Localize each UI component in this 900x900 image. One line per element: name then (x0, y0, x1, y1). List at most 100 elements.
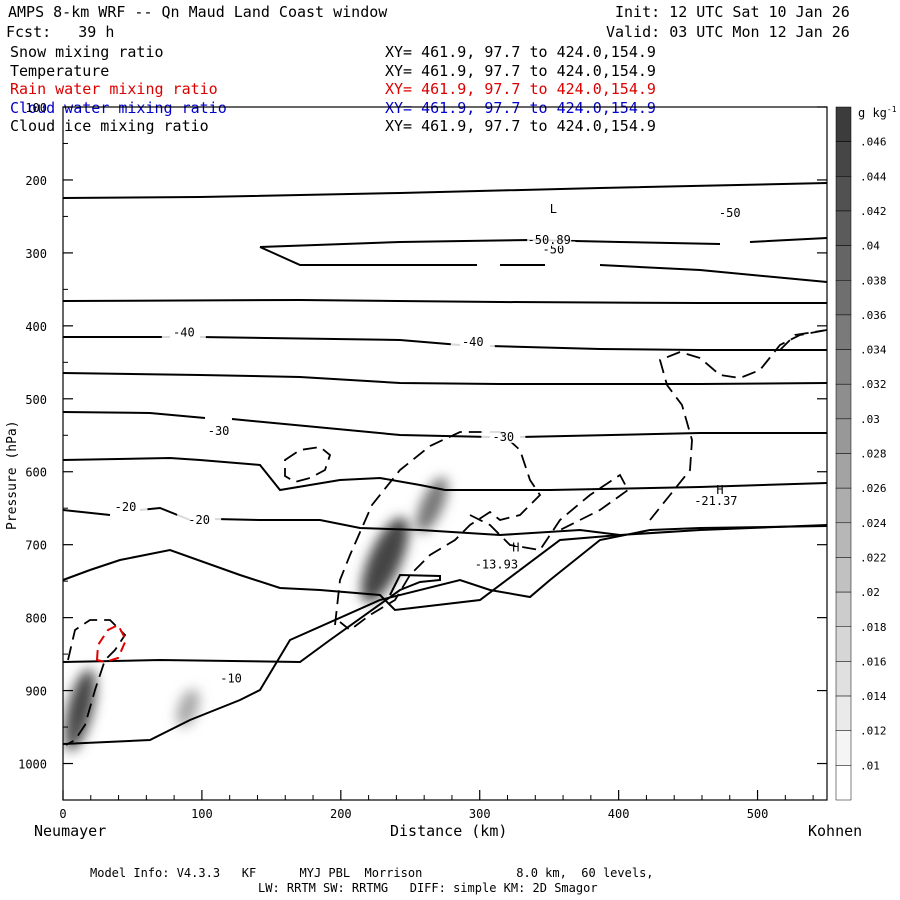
colorbar-level-label: .028 (860, 448, 887, 461)
isotherm-label: -40 (462, 335, 484, 349)
colorbar-swatch (835, 210, 852, 246)
colorbar-level-label: .01 (860, 759, 880, 772)
x-tick-label: 400 (608, 807, 630, 821)
extremum-label: H (716, 483, 723, 497)
isotherm-label: -50 (719, 206, 741, 220)
left-endpoint-label: Neumayer (34, 822, 107, 840)
field-xy-range: XY= 461.9, 97.7 to 424.0,154.9 (385, 43, 656, 61)
x-axis-label: Distance (km) (390, 822, 508, 840)
colorbar-swatch (835, 661, 852, 697)
colorbar-level-label: .022 (860, 551, 887, 564)
x-tick-label: 300 (469, 807, 491, 821)
isotherm-label: -30 (492, 430, 514, 444)
isotherm-f (63, 525, 827, 745)
extremum-label: L (550, 202, 557, 216)
x-tick-label: 0 (59, 807, 66, 821)
field-xy-range: XY= 461.9, 97.7 to 424.0,154.9 (385, 61, 656, 80)
snow-mixing-ratio-shading (63, 477, 448, 751)
colorbar-swatch (835, 349, 852, 385)
isotherm-label: -40 (173, 326, 195, 340)
x-tick-label: 500 (747, 807, 769, 821)
colorbar: .046 .044 .042 .04 .038 .036 .034 .032 .03 .028 .0… (835, 106, 887, 801)
extrema-labels: L H H (512, 202, 723, 554)
colorbar-level-label: .034 (860, 344, 887, 357)
init-time: Init: 12 UTC Sat 10 Jan 26 (615, 3, 850, 21)
y-tick-label: 500 (25, 393, 47, 407)
cloud-ice-wave (469, 473, 630, 551)
snow-blob-coast-core (70, 672, 90, 728)
temperature-isotherms (63, 182, 827, 745)
isotherm-label: -50.89 (528, 233, 571, 247)
colorbar-level-label: .018 (860, 621, 887, 634)
isotherm-label: -13.93 (475, 558, 518, 572)
colorbar-level-label: .012 (860, 725, 887, 738)
cloud-ice-loop-upper (284, 446, 332, 483)
field-name: Cloud ice mixing ratio (10, 117, 209, 135)
colorbar-swatch (835, 383, 852, 420)
isotherm-top (63, 182, 827, 199)
rain-water-contour (95, 623, 128, 664)
extremum-label: H (512, 541, 519, 555)
y-tick-label: 700 (25, 539, 47, 553)
colorbar-swatch (835, 487, 852, 524)
isotherm-label-bg (481, 428, 526, 443)
colorbar-swatch (835, 695, 852, 731)
isotherm-label-bg (474, 556, 519, 571)
isotherm-label-bg (196, 423, 241, 438)
x-tick-label: 100 (191, 807, 213, 821)
model-info-line1: Model Info: V4.3.3 KF MYJ PBL Morrison 8… (90, 866, 654, 880)
x-axis: 0 100 200 300 400 500 (59, 790, 814, 821)
isotherm-d (63, 534, 621, 612)
isotherm-label: -20 (115, 500, 137, 514)
chart-title: AMPS 8-km WRF -- Qn Maud Land Coast wind… (8, 3, 388, 21)
isotherm-label: -20 (188, 513, 210, 527)
isotherm-e (63, 573, 441, 664)
colorbar-level-label: .026 (860, 482, 887, 495)
cloud-ice-contours (65, 329, 827, 746)
colorbar-swatch (835, 626, 852, 662)
plot-frame (62, 106, 828, 801)
y-tick-label: 600 (25, 466, 47, 480)
isotherm-labels: -50-50.89-50-40-40-30 -30-20-20-10-13.93-… (103, 204, 752, 685)
colorbar-swatch (835, 418, 852, 454)
colorbar-swatch (835, 730, 852, 766)
isotherm-label: -10 (220, 671, 242, 685)
colorbar-swatch (835, 141, 852, 177)
colorbar-swatch (835, 245, 852, 281)
y-axis: 100 200 300 400 500 600 700 800 900 1000 (18, 101, 827, 772)
cloud-ice-top-right (779, 329, 827, 351)
colorbar-level-label: .03 (860, 413, 880, 426)
colorbar-level-label: .04 (860, 240, 880, 253)
colorbar-swatch (835, 106, 852, 142)
isotherm-a (63, 298, 827, 304)
isotherm-40 (63, 336, 827, 351)
field-xy-range: XY= 461.9, 97.7 to 424.0,154.9 (385, 117, 656, 135)
cloud-ice-right (649, 329, 827, 521)
colorbar-swatch (835, 591, 852, 627)
isotherm-label-bg (177, 512, 222, 527)
isotherm-label-bg (707, 204, 752, 219)
colorbar-level-label: .046 (860, 136, 887, 149)
isotherm-30 (63, 411, 827, 438)
colorbar-swatch (835, 557, 852, 593)
colorbar-level-label: .044 (860, 170, 887, 183)
forecast-hour: Fcst: 39 h (6, 23, 115, 41)
isotherm-label: -21.37 (694, 494, 737, 508)
colorbar-swatch (835, 314, 852, 350)
isotherm-b (63, 372, 827, 385)
cloud-ice-coast (65, 619, 127, 746)
right-endpoint-label: Kohnen (808, 822, 863, 840)
y-tick-label: 900 (25, 685, 47, 699)
snow-blob-small (176, 688, 200, 728)
field-name: Temperature (10, 61, 110, 80)
y-tick-label: 800 (25, 612, 47, 626)
isotherm-label-bg (527, 231, 572, 246)
y-tick-label: 100 (25, 101, 47, 115)
isotherm-50-inner (259, 246, 827, 283)
colorbar-swatch (835, 453, 852, 489)
colorbar-level-label: .036 (860, 309, 887, 322)
colorbar-level-label: .016 (860, 655, 887, 668)
colorbar-swatch (835, 280, 852, 316)
snow-blob-main (361, 517, 409, 603)
field-xy-range: XY= 461.9, 97.7 to 424.0,154.9 (385, 80, 656, 98)
